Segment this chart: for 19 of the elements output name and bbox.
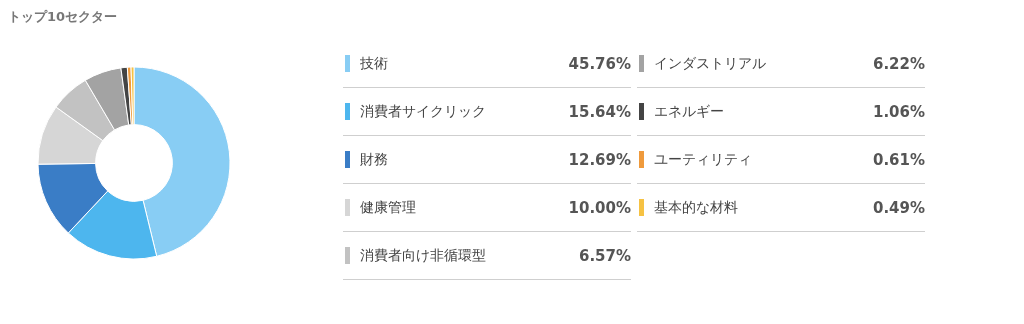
legend-label: エネルギー — [654, 102, 725, 121]
legend-label: 技術 — [360, 54, 389, 73]
legend-label: 財務 — [360, 150, 389, 169]
data-label: 15.64% — [568, 102, 631, 121]
data-label: 1.06% — [872, 102, 925, 121]
chart-title: トップ10セクター — [8, 8, 118, 26]
data-label: 12.69% — [568, 150, 631, 169]
data-label: 0.49% — [872, 198, 925, 217]
legend-label: 健康管理 — [360, 198, 417, 217]
legend-label: 消費者サイクリック — [360, 102, 487, 121]
legend-label: 基本的な材料 — [654, 198, 739, 217]
legend-label: インダストリアル — [654, 54, 767, 73]
data-label: 6.57% — [578, 246, 631, 265]
legend-label: 消費者向け非循環型 — [360, 246, 487, 265]
data-label: 10.00% — [568, 198, 631, 217]
legend-label: ユーティリティ — [654, 150, 753, 169]
data-label: 0.61% — [872, 150, 925, 169]
data-label: 45.76% — [568, 54, 631, 73]
data-label: 6.22% — [872, 54, 925, 73]
